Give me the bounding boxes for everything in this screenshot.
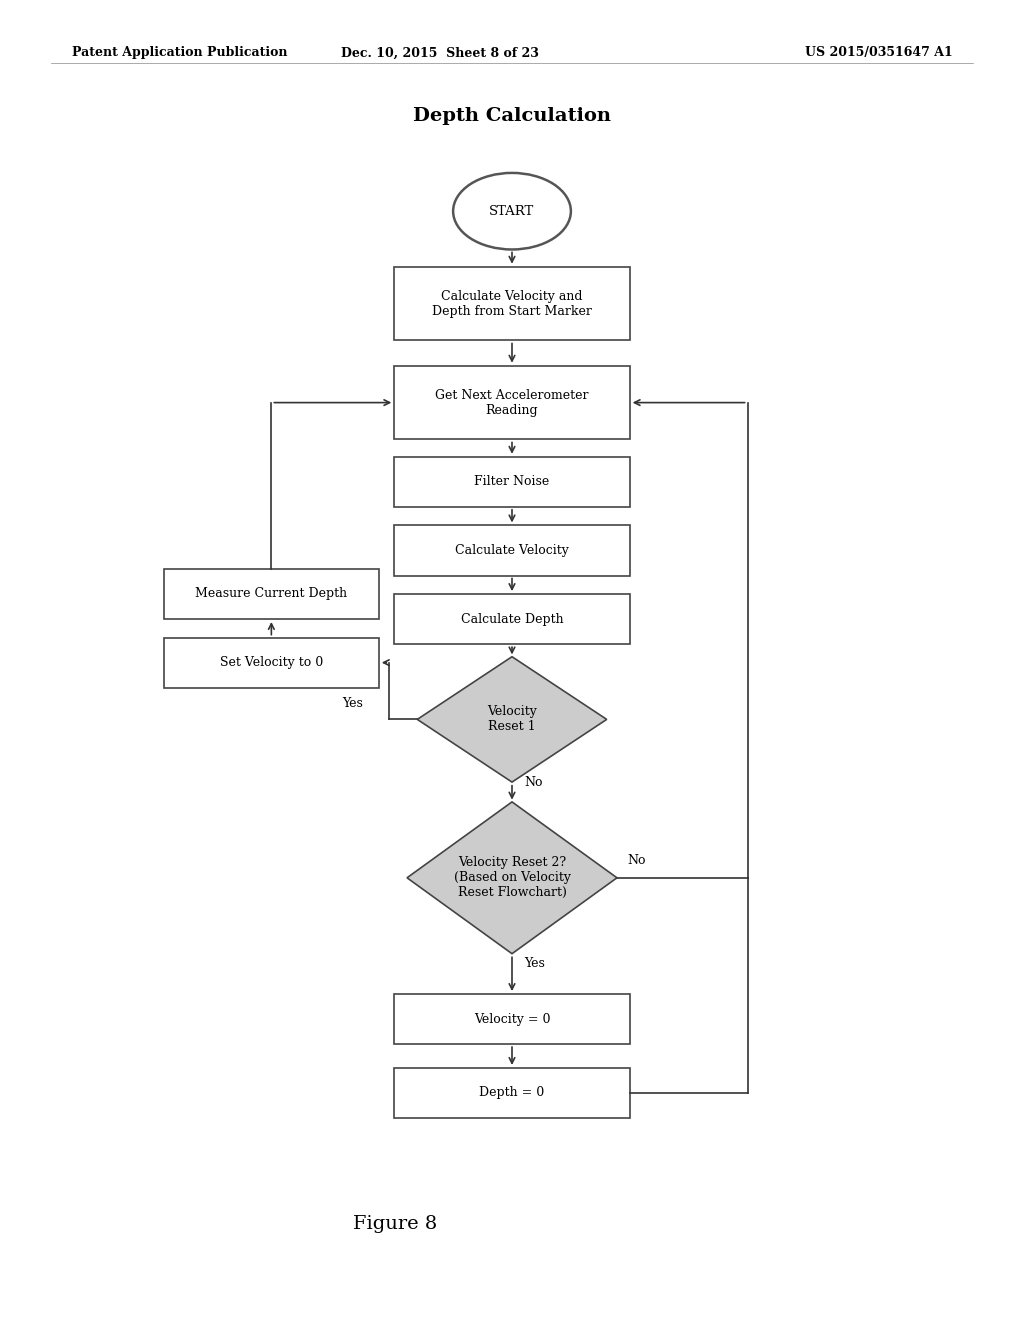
Text: Measure Current Depth: Measure Current Depth (196, 587, 347, 601)
FancyBboxPatch shape (394, 267, 630, 339)
Polygon shape (408, 801, 616, 953)
Text: Depth = 0: Depth = 0 (479, 1086, 545, 1100)
Ellipse shape (453, 173, 571, 249)
FancyBboxPatch shape (164, 638, 379, 688)
Text: No: No (524, 776, 543, 789)
Text: Dec. 10, 2015  Sheet 8 of 23: Dec. 10, 2015 Sheet 8 of 23 (341, 46, 540, 59)
Text: Get Next Accelerometer
Reading: Get Next Accelerometer Reading (435, 388, 589, 417)
FancyBboxPatch shape (394, 1068, 630, 1118)
FancyBboxPatch shape (394, 457, 630, 507)
Text: Patent Application Publication: Patent Application Publication (72, 46, 287, 59)
FancyBboxPatch shape (394, 525, 630, 576)
Text: Velocity Reset 2?
(Based on Velocity
Reset Flowchart): Velocity Reset 2? (Based on Velocity Res… (454, 857, 570, 899)
Text: Velocity = 0: Velocity = 0 (474, 1012, 550, 1026)
Text: Yes: Yes (343, 697, 364, 710)
Text: Calculate Depth: Calculate Depth (461, 612, 563, 626)
FancyBboxPatch shape (164, 569, 379, 619)
Text: Calculate Velocity: Calculate Velocity (455, 544, 569, 557)
Text: START: START (489, 205, 535, 218)
Text: Filter Noise: Filter Noise (474, 475, 550, 488)
Text: Set Velocity to 0: Set Velocity to 0 (220, 656, 323, 669)
Text: Velocity
Reset 1: Velocity Reset 1 (487, 705, 537, 734)
FancyBboxPatch shape (394, 994, 630, 1044)
Polygon shape (418, 656, 606, 781)
Text: US 2015/0351647 A1: US 2015/0351647 A1 (805, 46, 952, 59)
Text: Depth Calculation: Depth Calculation (413, 107, 611, 125)
Text: No: No (627, 854, 646, 867)
FancyBboxPatch shape (394, 366, 630, 438)
Text: Figure 8: Figure 8 (353, 1214, 437, 1233)
Text: Yes: Yes (524, 957, 545, 970)
Text: Calculate Velocity and
Depth from Start Marker: Calculate Velocity and Depth from Start … (432, 289, 592, 318)
FancyBboxPatch shape (394, 594, 630, 644)
